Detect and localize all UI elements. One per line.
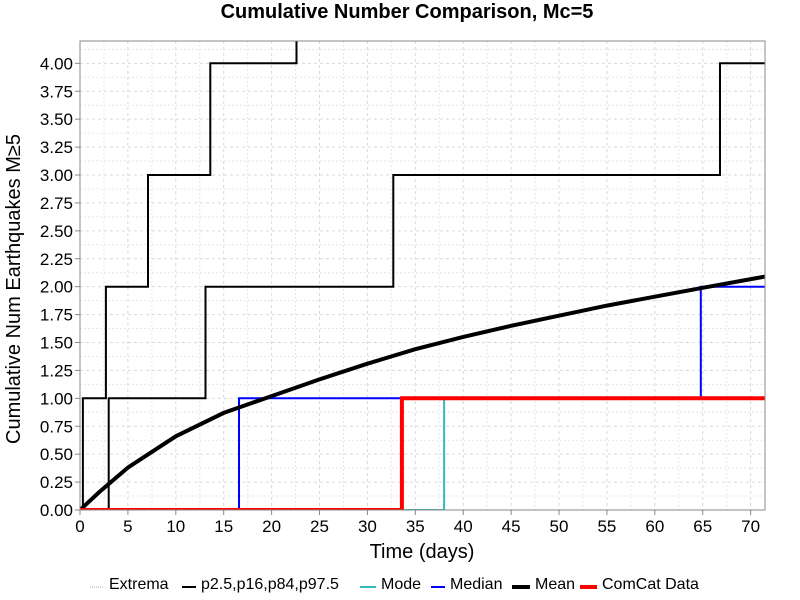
legend-label: Median <box>450 576 502 593</box>
y-tick-label: 2.25 <box>40 250 73 269</box>
x-tick-label: 35 <box>406 517 425 536</box>
x-tick-label: 40 <box>454 517 473 536</box>
y-tick-label: 3.25 <box>40 138 73 157</box>
x-tick-label: 25 <box>310 517 329 536</box>
series-p2-5-p16-p84-p97-5 <box>80 41 298 510</box>
y-tick-label: 1.00 <box>40 389 73 408</box>
y-tick-label: 2.00 <box>40 278 73 297</box>
legend-label: Mean <box>535 576 575 593</box>
legend-label: Extrema <box>109 576 169 593</box>
plot-frame <box>79 40 766 511</box>
legend-label: p2.5,p16,p84,p97.5 <box>201 576 339 593</box>
y-tick-label: 2.75 <box>40 194 73 213</box>
y-tick-label: 0.25 <box>40 473 73 492</box>
legend-label: Mode <box>381 576 421 593</box>
series-layer <box>80 41 765 510</box>
legend: Extrema p2.5,p16,p84,p97.5 Mode Median Mean C… <box>90 576 699 593</box>
y-tick-label: 3.50 <box>40 110 73 129</box>
y-tick-label: 1.25 <box>40 361 73 380</box>
y-tick-label: 4.00 <box>40 54 73 73</box>
x-tick-label: 45 <box>502 517 521 536</box>
series-percentile-upper <box>80 62 765 510</box>
y-tick-label: 3.00 <box>40 166 73 185</box>
chart-title: Cumulative Number Comparison, Mc=5 <box>221 1 594 23</box>
x-tick-label: 20 <box>262 517 281 536</box>
x-tick-label: 30 <box>358 517 377 536</box>
series-mean <box>80 274 765 510</box>
y-tick-label: 0.00 <box>40 501 73 520</box>
x-tick-label: 5 <box>123 517 132 536</box>
y-tick-label: 2.50 <box>40 222 73 241</box>
x-tick-label: 65 <box>693 517 712 536</box>
y-tick-label: 1.75 <box>40 306 73 325</box>
y-axis-label: Cumulative Num Earthquakes M≥5 <box>3 134 25 444</box>
x-tick-label: 15 <box>214 517 233 536</box>
y-tick-label: 0.75 <box>40 417 73 436</box>
y-tick-label: 3.75 <box>40 82 73 101</box>
x-tick-label: 50 <box>550 517 569 536</box>
x-tick-label: 55 <box>597 517 616 536</box>
series-comcat-data <box>80 396 765 510</box>
legend-label: ComCat Data <box>602 576 699 593</box>
x-axis-label: Time (days) <box>370 541 475 563</box>
y-axis: 0.00 0.25 0.50 0.75 1.00 1.25 1.50 1.75 2.00 2.25… <box>40 54 80 520</box>
x-tick-label: 0 <box>75 517 84 536</box>
y-tick-label: 1.50 <box>40 334 73 353</box>
grid <box>79 41 765 511</box>
y-tick-label: 0.50 <box>40 445 73 464</box>
x-tick-label: 60 <box>645 517 664 536</box>
x-tick-label: 70 <box>741 517 760 536</box>
x-axis: 0 5 10 15 20 25 30 35 40 45 50 55 60 65 70 <box>75 510 760 536</box>
x-tick-label: 10 <box>166 517 185 536</box>
